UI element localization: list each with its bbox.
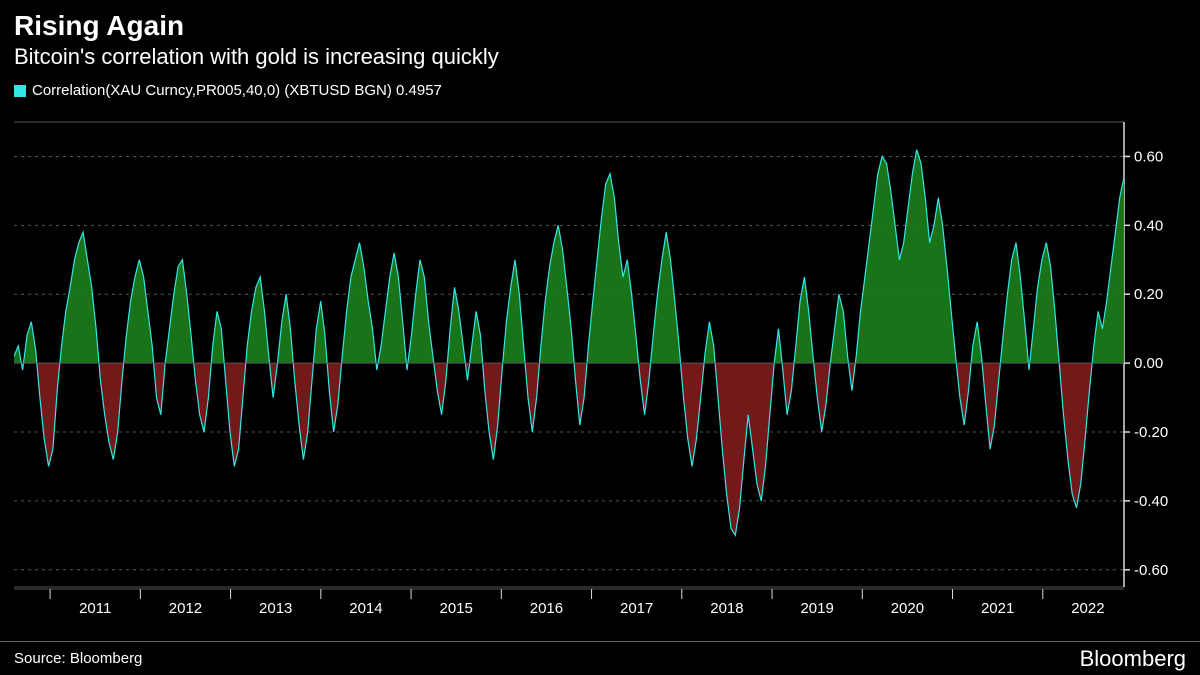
svg-text:2011: 2011 (79, 600, 111, 617)
chart-area: -0.60 -0.40 -0.20 0.00 0.20 0.40 0.60 2011 2012 2… (14, 118, 1186, 621)
svg-text:-0.40: -0.40 (1134, 493, 1168, 510)
svg-text:0.40: 0.40 (1134, 217, 1163, 234)
svg-text:2021: 2021 (981, 600, 1014, 617)
svg-text:0.60: 0.60 (1134, 148, 1163, 165)
legend-label: Correlation(XAU Curncy,PR005,40,0) (XBTU… (32, 82, 442, 99)
svg-text:-0.20: -0.20 (1134, 424, 1168, 441)
svg-text:2019: 2019 (800, 600, 833, 617)
svg-text:2017: 2017 (620, 600, 653, 617)
chart-legend: Correlation(XAU Curncy,PR005,40,0) (XBTU… (0, 78, 1200, 105)
chart-title: Rising Again (0, 0, 1200, 44)
svg-text:2018: 2018 (710, 600, 743, 617)
svg-text:0.00: 0.00 (1134, 355, 1163, 372)
brand-label: Bloomberg (1080, 646, 1186, 672)
svg-text:2016: 2016 (530, 600, 563, 617)
svg-text:2015: 2015 (440, 600, 473, 617)
svg-text:2013: 2013 (259, 600, 292, 617)
svg-text:0.20: 0.20 (1134, 286, 1163, 303)
svg-text:2022: 2022 (1071, 600, 1104, 617)
correlation-chart-svg: -0.60 -0.40 -0.20 0.00 0.20 0.40 0.60 2011 2012 2… (14, 118, 1186, 621)
legend-swatch (14, 85, 26, 97)
svg-text:2014: 2014 (349, 600, 382, 617)
svg-text:2020: 2020 (891, 600, 924, 617)
svg-text:2012: 2012 (169, 600, 202, 617)
chart-subtitle: Bitcoin's correlation with gold is incre… (0, 44, 1200, 78)
source-label: Source: Bloomberg (14, 650, 142, 667)
chart-footer: Source: Bloomberg Bloomberg (0, 641, 1200, 675)
svg-text:-0.60: -0.60 (1134, 562, 1168, 579)
